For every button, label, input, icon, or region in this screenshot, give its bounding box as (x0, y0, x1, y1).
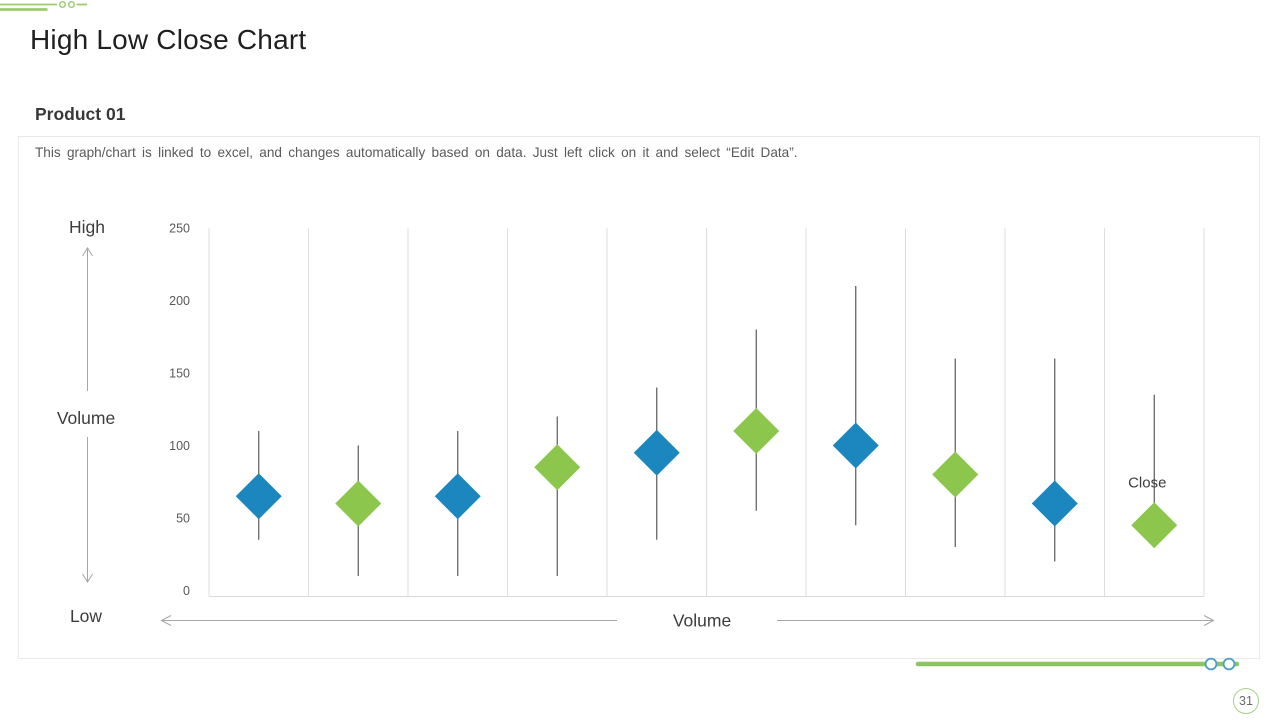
y-tick-label: 100 (169, 439, 190, 453)
bottom-right-decoration (915, 657, 1240, 671)
left-volume-label: Volume (57, 408, 115, 428)
close-marker[interactable] (434, 473, 481, 520)
y-tick-label: 0 (183, 584, 190, 598)
close-marker[interactable] (235, 473, 282, 520)
y-tick-label: 50 (176, 512, 190, 526)
close-marker[interactable] (534, 444, 581, 491)
y-tick-label: 150 (169, 367, 190, 381)
close-marker[interactable] (1031, 480, 1078, 527)
top-left-decoration (0, 1, 87, 11)
page-number: 31 (1239, 694, 1253, 708)
y-tick-label: 250 (169, 222, 190, 236)
close-marker[interactable] (832, 422, 879, 469)
down-arrowhead-icon (82, 573, 93, 583)
product-heading: Product 01 (35, 104, 126, 124)
page-title: High Low Close Chart (30, 24, 307, 55)
bottom-volume-label: Volume (673, 611, 731, 631)
low-label: Low (70, 606, 102, 626)
edit-data-note: This graph/chart is linked to excel, and… (35, 145, 798, 160)
y-tick-label: 200 (169, 294, 190, 308)
close-marker[interactable] (733, 408, 780, 454)
close-marker[interactable] (633, 429, 680, 476)
up-arrowhead-icon (82, 247, 93, 257)
ring-icon (59, 1, 67, 8)
chart-panel: This graph/chart is linked to excel, and… (18, 136, 1260, 659)
close-marker[interactable] (1131, 502, 1178, 549)
ring-icon (1204, 657, 1218, 671)
close-data-label: Close (1128, 474, 1166, 491)
close-marker[interactable] (335, 480, 382, 527)
right-arrowhead-icon (1203, 615, 1215, 626)
left-arrowhead-icon (160, 615, 172, 626)
ring-icon (1222, 657, 1236, 671)
close-marker[interactable] (932, 451, 979, 498)
page-number-badge: 31 (1233, 688, 1259, 714)
high-label: High (69, 217, 105, 237)
ring-icon (67, 1, 75, 8)
